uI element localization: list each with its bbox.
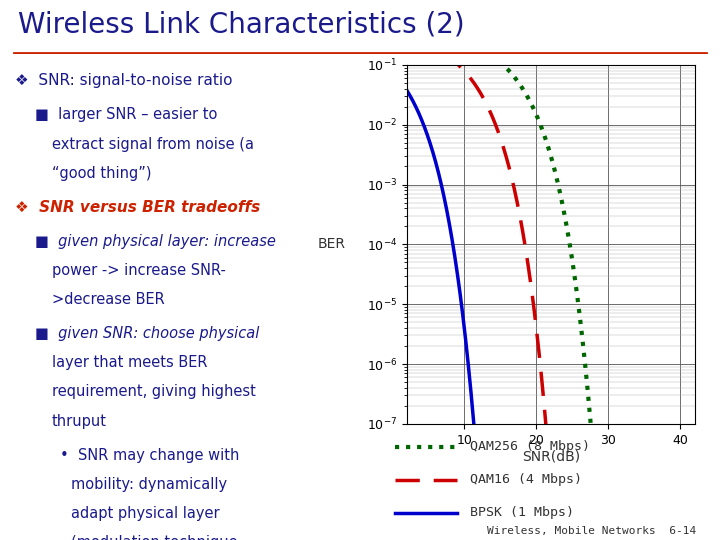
Text: “good thing”): “good thing”) — [52, 166, 151, 181]
Text: •  SNR may change with: • SNR may change with — [60, 448, 239, 463]
X-axis label: SNR(dB): SNR(dB) — [522, 449, 580, 463]
Text: BPSK (1 Mbps): BPSK (1 Mbps) — [470, 507, 575, 519]
Text: mobility: dynamically: mobility: dynamically — [71, 477, 228, 492]
Y-axis label: BER: BER — [318, 238, 346, 251]
Text: thruput: thruput — [52, 414, 107, 429]
Text: ■  given SNR: choose physical: ■ given SNR: choose physical — [35, 326, 259, 341]
Text: ❖  SNR: signal-to-noise ratio: ❖ SNR: signal-to-noise ratio — [15, 73, 233, 89]
Text: >decrease BER: >decrease BER — [52, 292, 165, 307]
Text: adapt physical layer: adapt physical layer — [71, 506, 220, 521]
Text: ■  larger SNR – easier to: ■ larger SNR – easier to — [35, 107, 217, 123]
Text: requirement, giving highest: requirement, giving highest — [52, 384, 256, 400]
Text: ■  given physical layer: increase: ■ given physical layer: increase — [35, 234, 276, 249]
Text: QAM16 (4 Mbps): QAM16 (4 Mbps) — [470, 473, 582, 486]
Text: ❖  SNR versus BER tradeoffs: ❖ SNR versus BER tradeoffs — [15, 200, 261, 215]
Text: layer that meets BER: layer that meets BER — [52, 355, 207, 370]
Text: extract signal from noise (a: extract signal from noise (a — [52, 137, 254, 152]
Text: QAM256 (8 Mbps): QAM256 (8 Mbps) — [470, 440, 590, 453]
Text: Wireless, Mobile Networks  6-14: Wireless, Mobile Networks 6-14 — [487, 526, 696, 536]
Text: power -> increase SNR-: power -> increase SNR- — [52, 263, 226, 278]
Text: Wireless Link Characteristics (2): Wireless Link Characteristics (2) — [18, 11, 464, 39]
Text: (modulation technique,: (modulation technique, — [71, 535, 243, 540]
